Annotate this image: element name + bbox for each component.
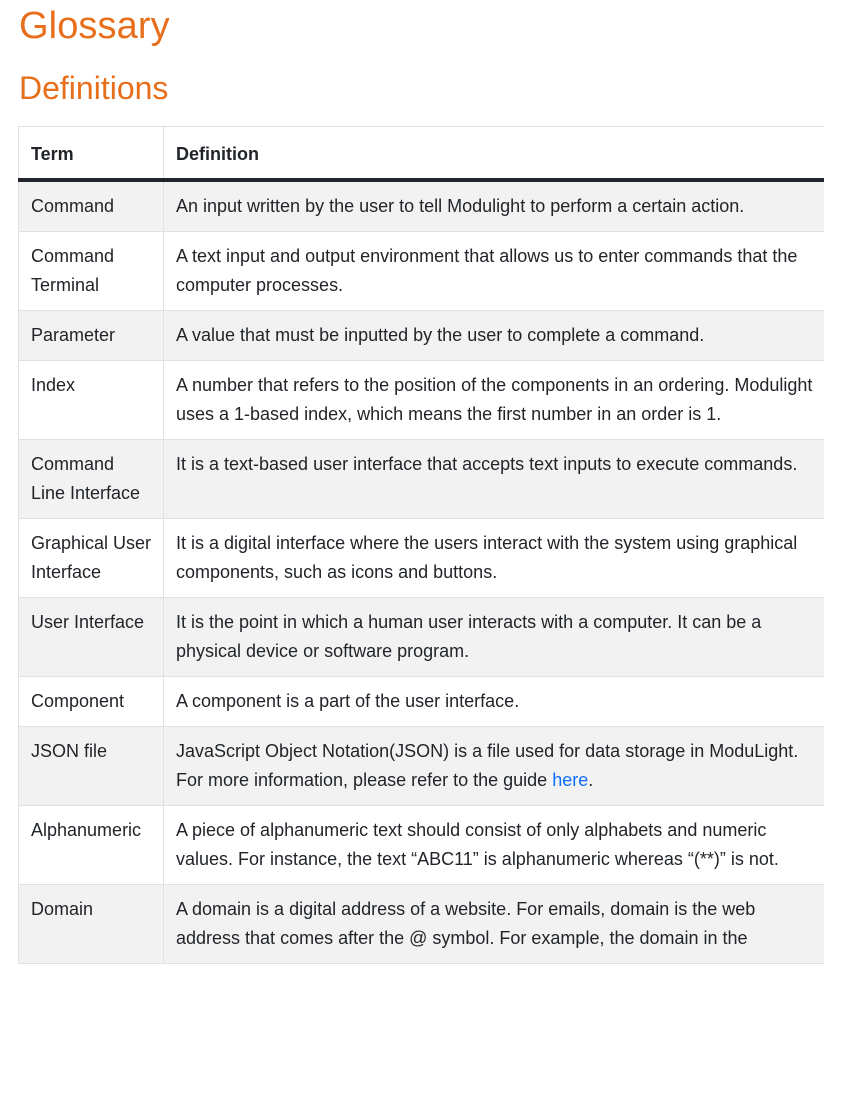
table-row: Index A number that refers to the positi… [18,360,824,440]
definition-cell: A piece of alphanumeric text should cons… [163,805,824,885]
table-row: JSON file JavaScript Object Notation(JSO… [18,726,824,806]
definition-cell: A value that must be inputted by the use… [163,310,824,361]
term-cell: Command Terminal [18,231,164,311]
term-cell: Command Line Interface [18,439,164,519]
definition-cell: An input written by the user to tell Mod… [163,179,824,232]
term-cell: Graphical User Interface [18,518,164,598]
definition-cell: A domain is a digital address of a websi… [163,884,824,964]
table-row: Domain A domain is a digital address of … [18,884,824,964]
term-cell: Alphanumeric [18,805,164,885]
table-row: Alphanumeric A piece of alphanumeric tex… [18,805,824,885]
definition-cell: It is the point in which a human user in… [163,597,824,677]
definition-cell: It is a digital interface where the user… [163,518,824,598]
definition-text-end: . [588,770,594,790]
term-cell: Domain [18,884,164,964]
section-title: Definitions [19,70,169,106]
definition-text: JavaScript Object Notation(JSON) is a fi… [176,741,799,790]
table-row: Graphical User Interface It is a digital… [18,518,824,598]
table-header-row: Term Definition [18,126,824,182]
table-row: User Interface It is the point in which … [18,597,824,677]
definition-cell: A component is a part of the user interf… [163,676,824,727]
term-cell: User Interface [18,597,164,677]
definition-cell: A number that refers to the position of … [163,360,824,440]
table-row: Command Terminal A text input and output… [18,231,824,311]
glossary-table: Term Definition Command An input written… [18,126,824,964]
definition-column-header: Definition [163,126,824,182]
table-row: Command Line Interface It is a text-base… [18,439,824,519]
term-cell: Index [18,360,164,440]
table-row: Command An input written by the user to … [18,179,824,232]
guide-link[interactable]: here [552,770,589,790]
table-row: Component A component is a part of the u… [18,676,824,727]
glossary-table-container: Term Definition Command An input written… [18,126,824,1066]
page-title: Glossary [19,5,170,47]
term-cell: JSON file [18,726,164,806]
term-cell: Command [18,179,164,232]
term-column-header: Term [18,126,164,182]
definition-cell: JavaScript Object Notation(JSON) is a fi… [163,726,824,806]
term-cell: Component [18,676,164,727]
term-cell: Parameter [18,310,164,361]
definition-cell: It is a text-based user interface that a… [163,439,824,519]
definition-cell: A text input and output environment that… [163,231,824,311]
table-row: Parameter A value that must be inputted … [18,310,824,361]
